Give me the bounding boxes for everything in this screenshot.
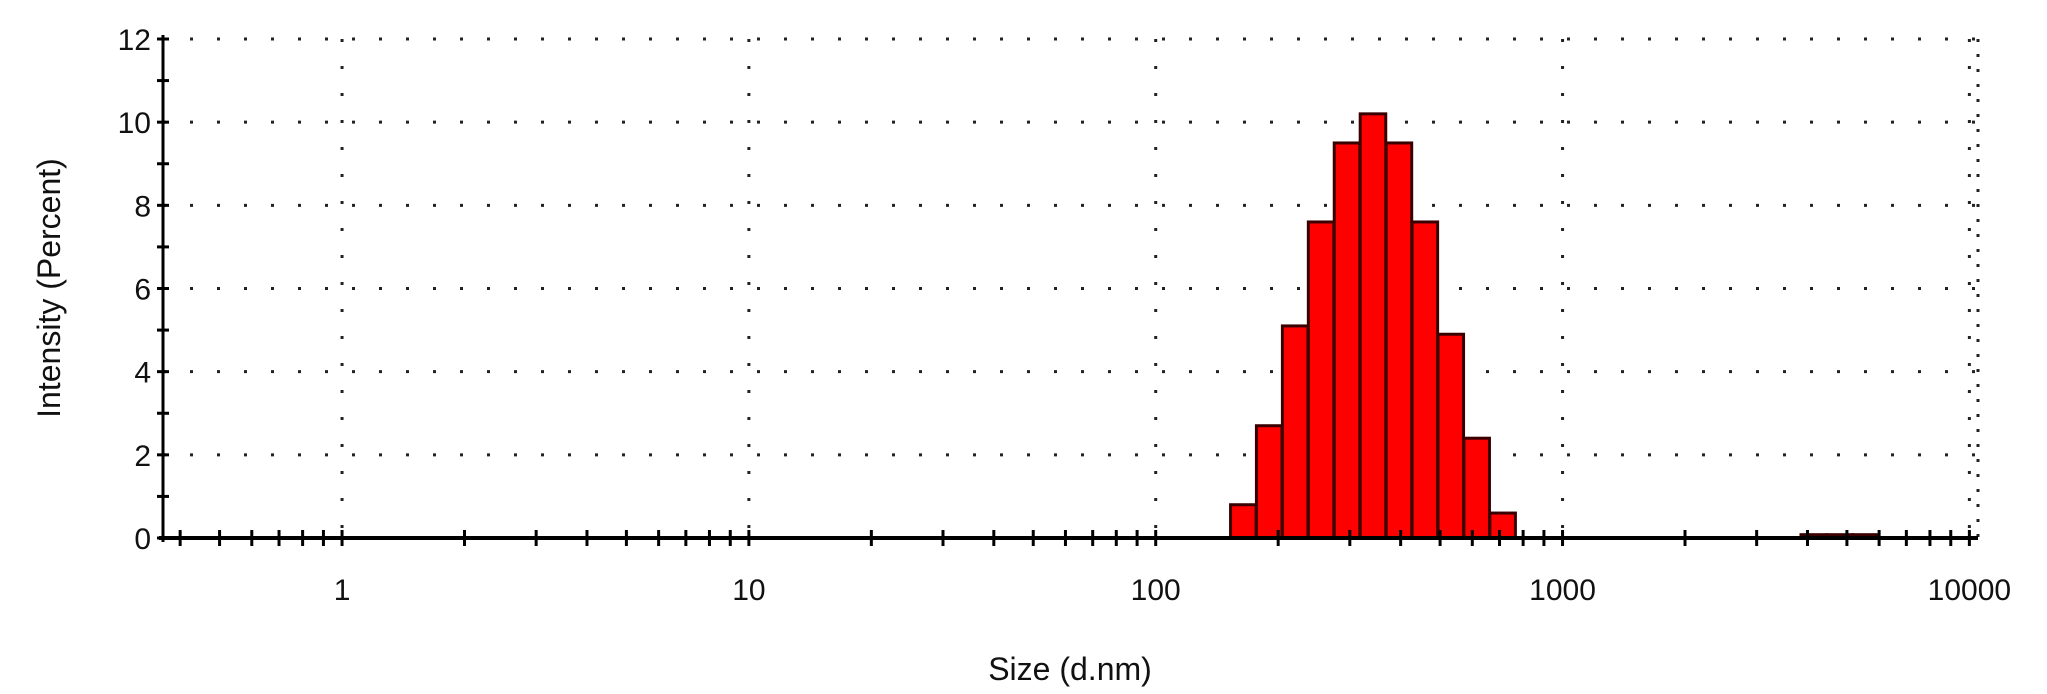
bars [528, 112, 1880, 540]
y-tick-label: 2 [134, 440, 151, 473]
bar [1306, 220, 1336, 540]
y-tick-label: 8 [134, 190, 151, 223]
axes [157, 35, 1978, 546]
bar [1332, 141, 1362, 540]
bar [1384, 141, 1414, 540]
y-axis-title: Intensity (Percent) [31, 158, 67, 418]
x-tick-labels: 1 10 100 1000 10000 [334, 574, 2011, 607]
y-tick-label: 6 [134, 274, 151, 307]
x-tick-label: 100 [1131, 574, 1181, 607]
bar [1229, 503, 1258, 540]
x-tick-label: 1 [334, 574, 351, 607]
bar [1280, 324, 1310, 540]
y-tick-label: 4 [134, 357, 151, 390]
bar [1488, 511, 1517, 540]
bar [1254, 424, 1284, 540]
x-tick-label: 10000 [1928, 574, 2011, 607]
grid [163, 37, 1980, 538]
x-tick-label: 10 [732, 574, 765, 607]
y-tick-label: 10 [118, 107, 151, 140]
bar [1436, 332, 1466, 540]
bar [1358, 112, 1388, 540]
y-tick-labels: 0 2 4 6 8 10 12 [118, 24, 151, 556]
y-tick-label: 0 [134, 523, 151, 556]
x-tick-label: 1000 [1529, 574, 1596, 607]
bar [1410, 220, 1440, 540]
x-axis-title: Size (d.nm) [988, 651, 1152, 687]
y-tick-label: 12 [118, 24, 151, 57]
bar [1462, 436, 1491, 540]
